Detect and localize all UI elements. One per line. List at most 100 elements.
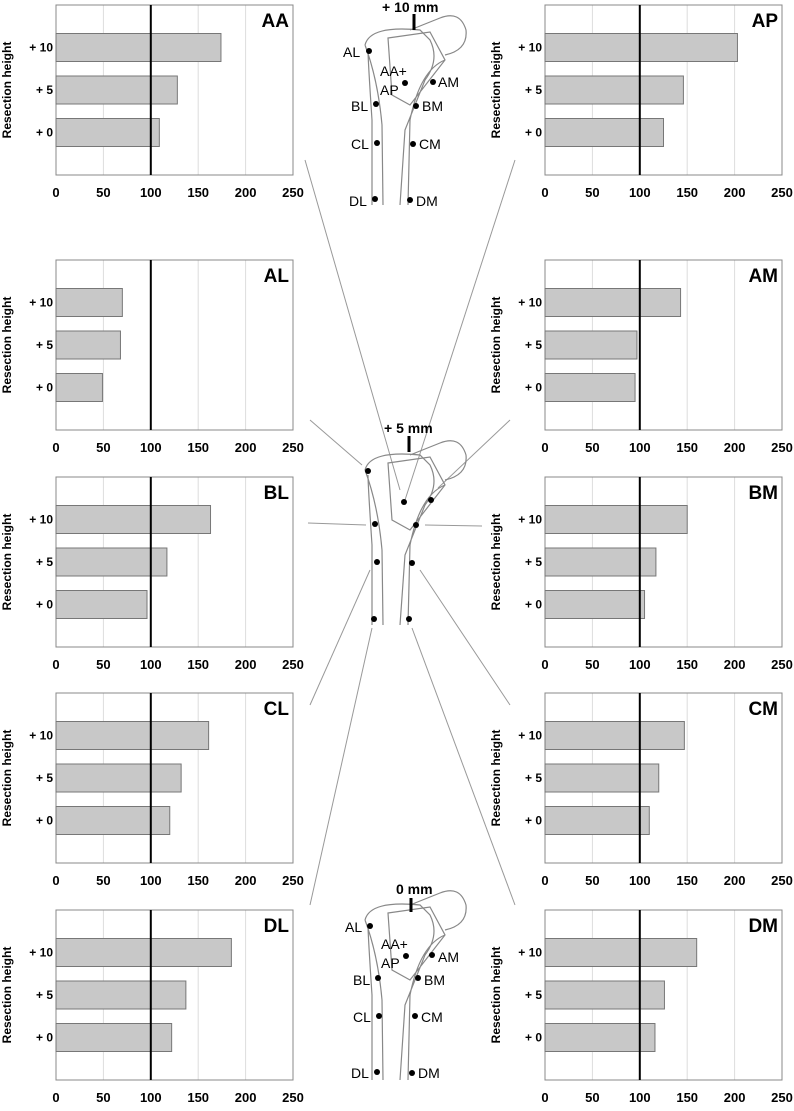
point-label: DL [351,1065,369,1081]
bar [544,721,685,750]
point [374,140,380,146]
x-tick-label: 250 [282,185,304,200]
y-tick-label: + 10 [29,41,53,55]
y-tick-label: + 5 [525,338,542,352]
x-tick-label: 50 [96,873,110,888]
bar [55,33,222,62]
bar [55,505,212,534]
chart: 0 50 100 150 200 250 + 10 + 5 + 0 AM Resection hei… [489,259,793,455]
femur-outline [364,15,467,206]
femur-outline [364,890,467,1081]
x-tick-label: 50 [585,1090,599,1105]
x-tick-label: 100 [140,440,162,455]
diagram-caption: 0 mm [396,881,433,897]
y-tick-label: + 5 [36,338,53,352]
x-tick-label: 200 [724,185,746,200]
x-tick-label: 150 [676,873,698,888]
bar [55,806,171,835]
bar [544,938,698,967]
x-tick-label: 100 [629,657,651,672]
y-axis-label: Resection height [489,730,503,827]
point [401,499,407,505]
point-label: CM [421,1009,443,1025]
x-tick-label: 150 [187,873,209,888]
point-label: DM [416,193,438,209]
x-tick-label: 50 [585,185,599,200]
bar [544,806,650,835]
x-tick-label: 200 [235,873,257,888]
point-label: DL [349,193,367,209]
bar [55,721,210,750]
x-tick-label: 150 [187,657,209,672]
x-tick-label: 0 [52,185,59,200]
x-tick-label: 100 [140,1090,162,1105]
x-tick-label: 100 [140,185,162,200]
bar [544,330,638,360]
x-tick-label: 200 [724,440,746,455]
point [429,952,435,958]
x-tick-label: 250 [771,657,793,672]
bar [55,330,121,360]
y-tick-label: + 5 [525,555,542,569]
point-label: BM [424,972,445,988]
point [372,196,378,202]
bar [55,1023,173,1052]
point-label: DM [418,1065,440,1081]
chart-title: BL [264,483,290,504]
y-tick-label: + 0 [525,381,542,395]
bar [55,938,232,967]
connectors [304,159,516,906]
point [428,497,434,503]
x-tick-label: 0 [52,657,59,672]
bar [544,980,665,1010]
diagram-caption: + 5 mm [384,420,433,436]
x-tick-label: 150 [676,1090,698,1105]
y-tick-label: + 10 [518,296,542,310]
point [409,560,415,566]
x-tick-label: 50 [96,185,110,200]
bar [544,763,660,793]
chart-title: DL [264,916,290,937]
point-label: AP [380,82,399,98]
x-tick-label: 0 [541,873,548,888]
y-axis-label: Resection height [0,297,14,394]
x-tick-label: 50 [96,440,110,455]
x-tick-label: 150 [676,657,698,672]
y-tick-label: + 0 [525,126,542,140]
point [374,1069,380,1075]
y-tick-label: + 10 [518,513,542,527]
point [415,975,421,981]
connector [304,159,401,491]
point [430,79,436,85]
bar [55,288,123,317]
femur-outline [364,440,467,626]
x-tick-label: 200 [235,1090,257,1105]
bar [55,980,187,1010]
chart-title: CM [748,699,778,720]
y-tick-label: + 5 [36,988,53,1002]
connector [307,522,367,526]
chart: 0 50 100 150 200 250 + 10 + 5 + 0 BL Resection hei… [0,476,304,672]
x-tick-label: 250 [771,873,793,888]
x-tick-label: 100 [140,657,162,672]
diagram-caption: + 10 mm [382,0,438,15]
bar [544,590,646,619]
y-tick-label: + 10 [29,729,53,743]
point-label: AL [345,919,362,935]
y-axis-label: Resection height [489,297,503,394]
chart-title: CL [264,699,290,720]
point-label: CL [351,136,369,152]
point-label: AA+ [381,936,408,952]
y-tick-label: + 5 [36,771,53,785]
chart-title: AP [752,11,779,32]
y-tick-label: + 10 [518,41,542,55]
point [365,468,371,474]
x-tick-label: 250 [282,1090,304,1105]
y-tick-label: + 0 [36,814,53,828]
chart: 0 50 100 150 200 250 + 10 + 5 + 0 AA Resection hei… [0,4,304,200]
chart: 0 50 100 150 200 250 + 10 + 5 + 0 CL Resection hei… [0,692,304,888]
y-axis-label: Resection height [489,42,503,139]
x-tick-label: 250 [282,440,304,455]
y-axis-label: Resection height [489,514,503,611]
bar [55,590,148,619]
